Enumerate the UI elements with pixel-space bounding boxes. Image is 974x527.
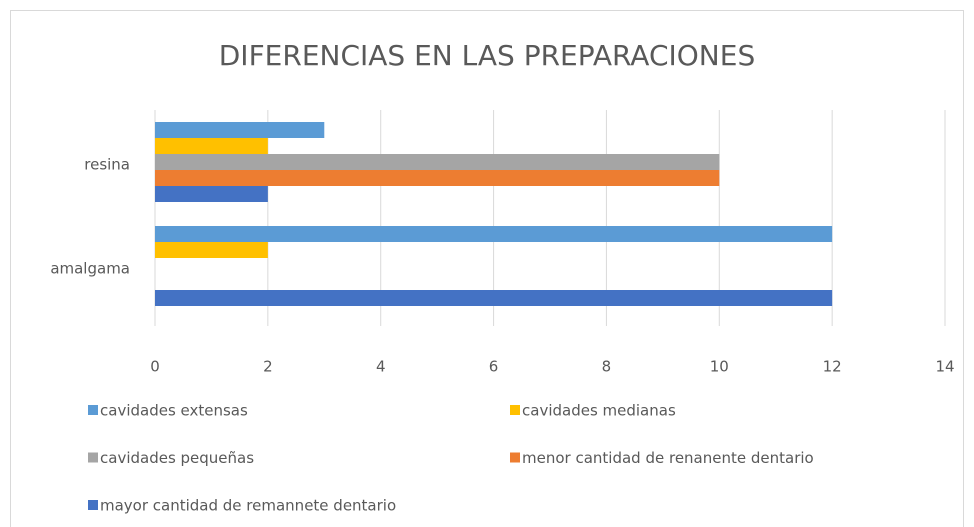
bar bbox=[155, 242, 268, 258]
legend-label: cavidades medianas bbox=[522, 402, 676, 420]
x-tick-label: 8 bbox=[602, 358, 612, 376]
legend-swatch bbox=[510, 405, 520, 415]
bar bbox=[155, 226, 833, 242]
legend-label: menor cantidad de renanente dentario bbox=[522, 449, 814, 467]
chart-title: DIFERENCIAS EN LAS PREPARACIONES bbox=[219, 39, 755, 72]
legend-label: mayor cantidad de remannete dentario bbox=[100, 497, 396, 515]
legend-label: cavidades pequeñas bbox=[100, 449, 254, 467]
bar bbox=[155, 170, 720, 186]
legend-swatch bbox=[88, 500, 98, 510]
x-tick-label: 6 bbox=[489, 358, 499, 376]
x-tick-label: 0 bbox=[150, 358, 160, 376]
bar bbox=[155, 290, 833, 306]
chart-border bbox=[10, 10, 964, 527]
bar bbox=[155, 186, 268, 202]
y-tick-label: resina bbox=[84, 156, 130, 174]
bar bbox=[155, 138, 268, 154]
legend-swatch bbox=[88, 405, 98, 415]
legend-label: cavidades extensas bbox=[100, 402, 248, 420]
x-tick-label: 2 bbox=[263, 358, 273, 376]
bar bbox=[155, 122, 325, 138]
bar bbox=[155, 154, 720, 170]
x-tick-label: 14 bbox=[935, 358, 954, 376]
x-tick-label: 10 bbox=[710, 358, 729, 376]
legend-swatch bbox=[510, 452, 520, 463]
x-tick-label: 4 bbox=[376, 358, 386, 376]
x-tick-label: 12 bbox=[823, 358, 842, 376]
legend-swatch bbox=[88, 452, 98, 463]
y-tick-label: amalgama bbox=[50, 260, 130, 278]
